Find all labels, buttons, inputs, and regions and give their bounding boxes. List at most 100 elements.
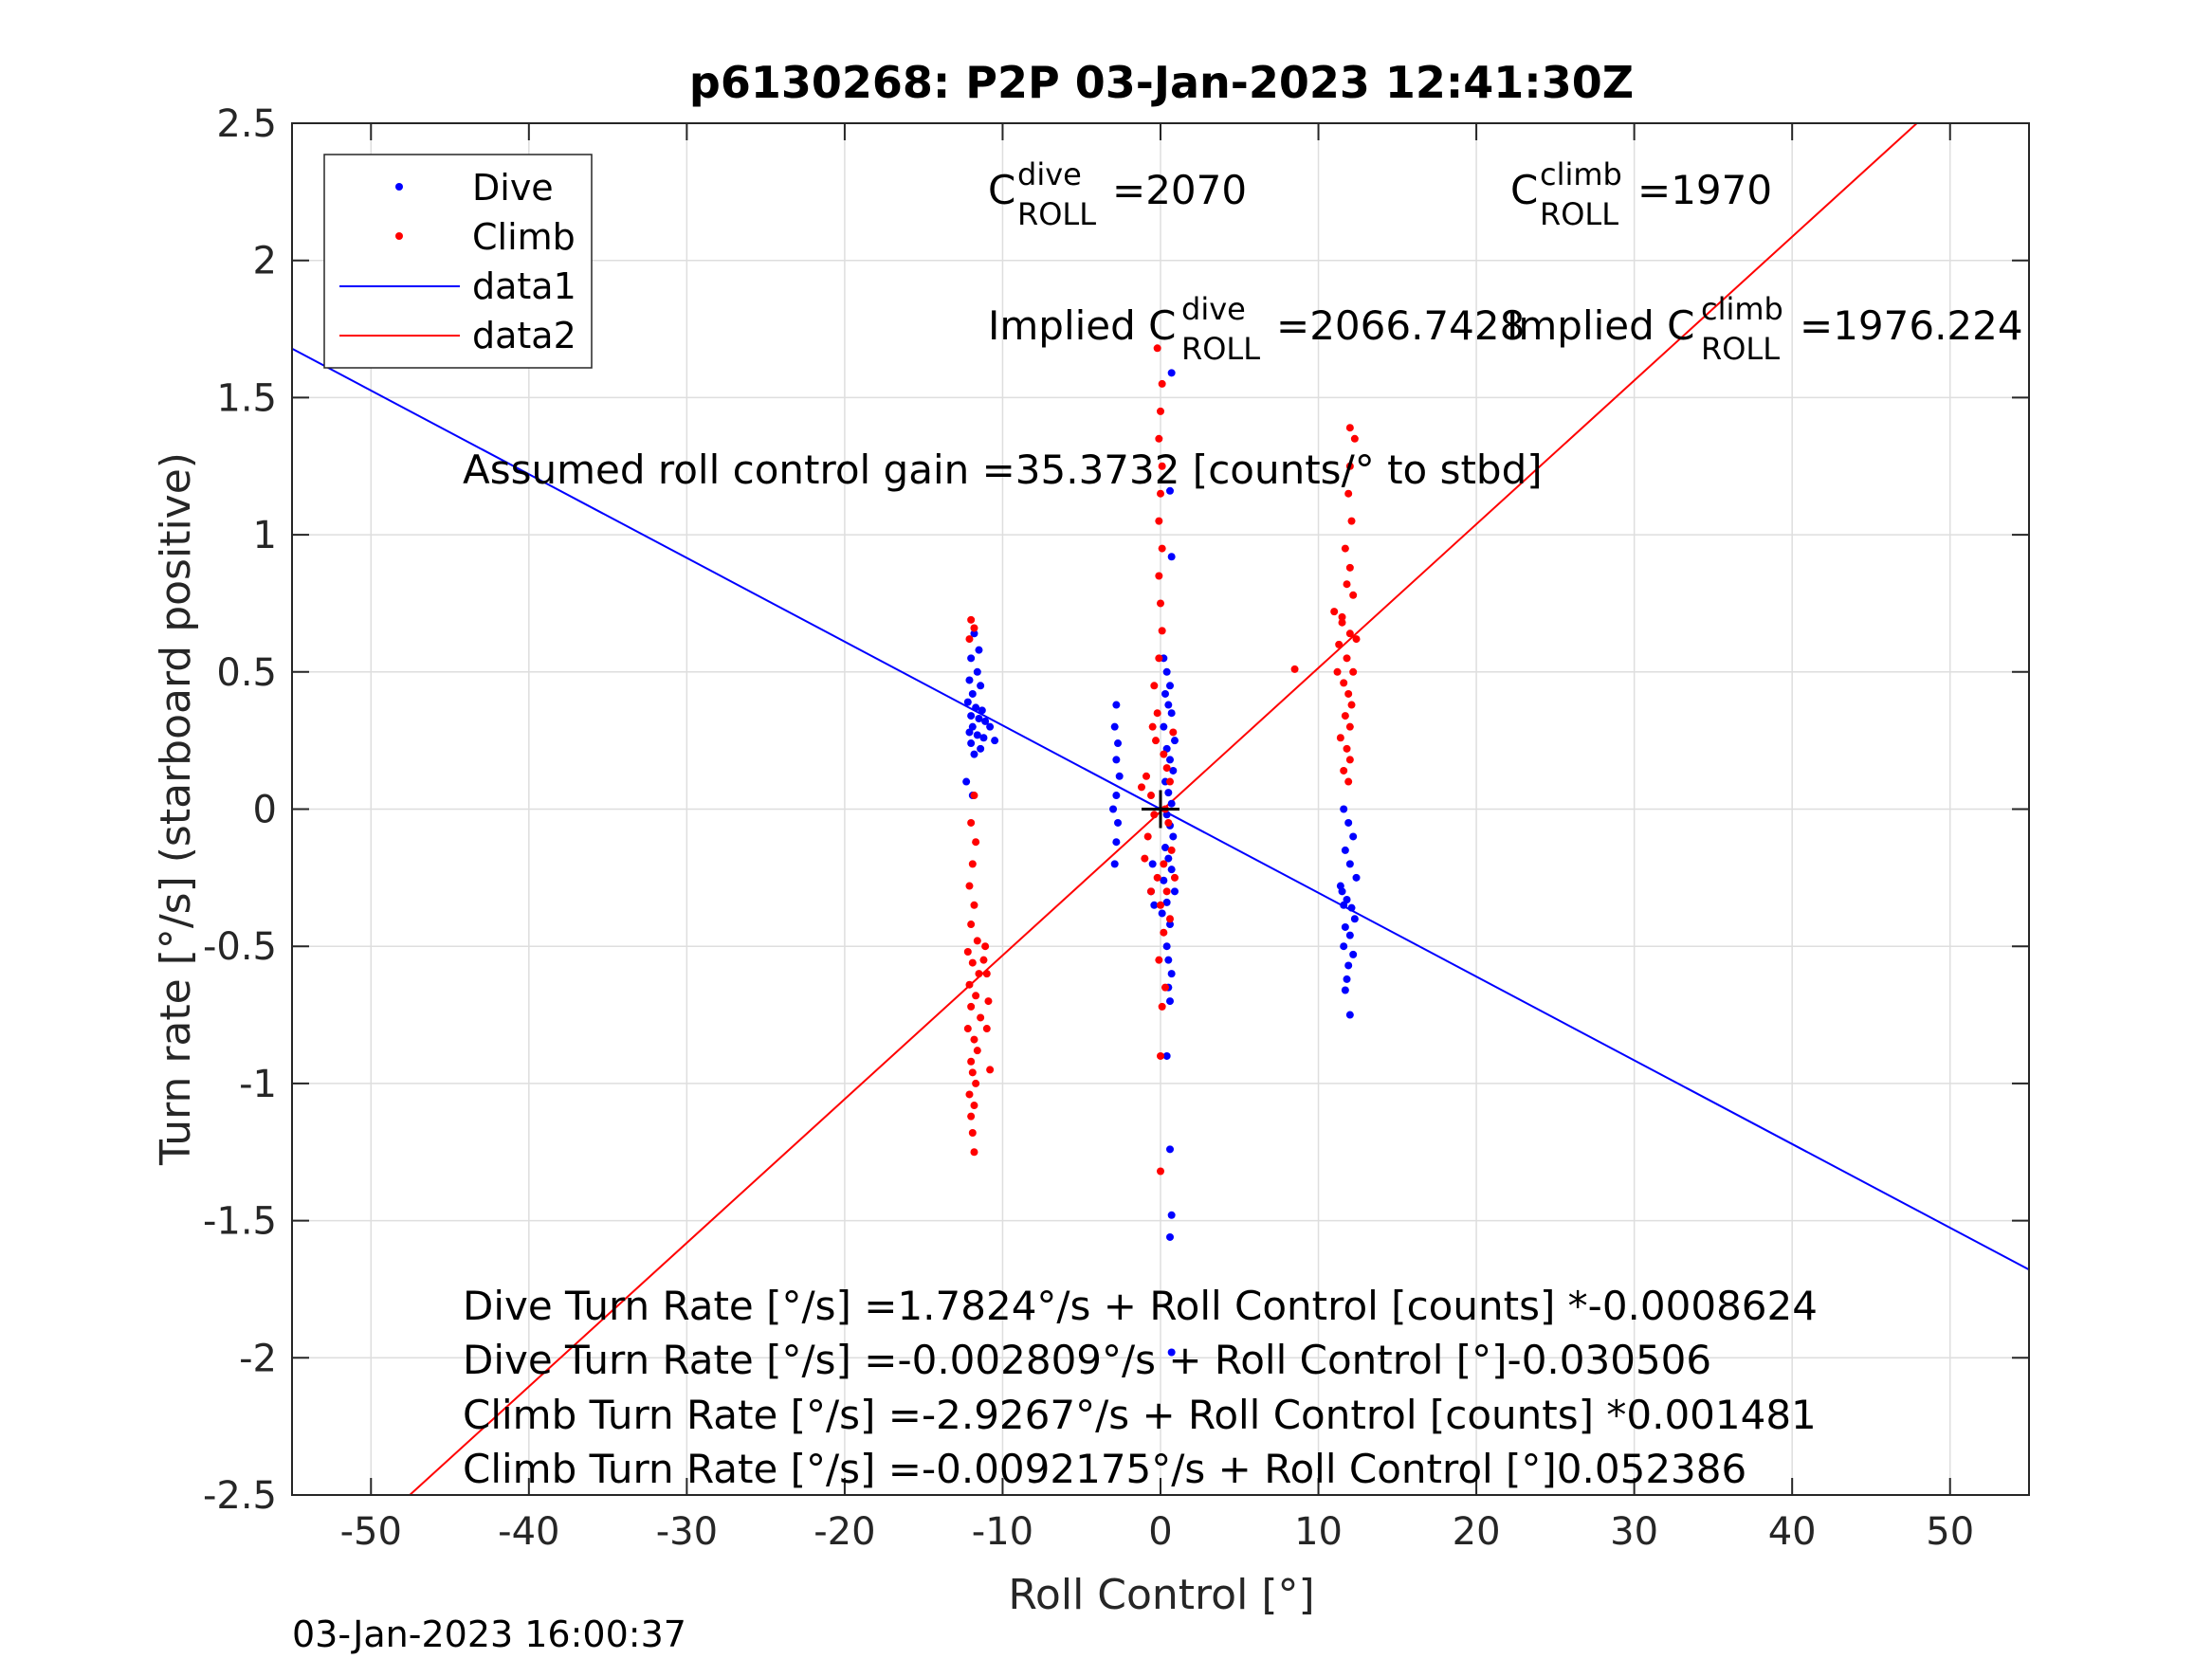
- dive-point: [975, 714, 983, 722]
- dive-point: [1162, 942, 1171, 951]
- climb-point: [1341, 712, 1349, 720]
- climb-point: [970, 792, 978, 800]
- dive-point: [970, 629, 978, 638]
- climb-point: [1345, 424, 1354, 432]
- climb-point: [1343, 580, 1351, 589]
- climb-point: [1158, 379, 1166, 388]
- dive-point: [1165, 921, 1174, 929]
- climb-point: [1147, 792, 1156, 800]
- climb-point: [1158, 462, 1166, 470]
- climb-point: [1345, 563, 1354, 572]
- dive-point: [1344, 818, 1353, 827]
- series-dive: [962, 369, 1361, 1357]
- dive-point: [1349, 832, 1358, 841]
- roll-gain-annotation: Assumed roll control gain =35.3732 [coun…: [463, 447, 1543, 493]
- c-climb-sup: climb: [1540, 156, 1622, 192]
- y-tick-label: 2: [253, 240, 277, 283]
- dive-point: [1167, 866, 1176, 874]
- dive-point: [1112, 701, 1121, 709]
- dive-point: [970, 750, 978, 758]
- legend-label-dive: Dive: [472, 167, 554, 209]
- climb-point: [1155, 956, 1163, 964]
- climb-point: [1347, 701, 1356, 709]
- climb-point: [1336, 734, 1344, 742]
- dive-point: [1167, 1348, 1176, 1357]
- y-tick-label: 1: [253, 514, 277, 557]
- dive-point: [1160, 722, 1168, 731]
- implied-climb-value: =1976.224: [1800, 302, 2023, 349]
- climb-point: [965, 980, 974, 989]
- implied-dive-value: =2066.7428: [1276, 302, 1525, 349]
- dive-point: [1341, 986, 1349, 994]
- dive-point: [1340, 901, 1348, 909]
- climb-point: [1165, 915, 1174, 923]
- dive-point: [1344, 961, 1353, 970]
- dive-point: [1161, 689, 1169, 698]
- climb-point: [984, 997, 993, 1006]
- x-tick-label: 50: [1926, 1510, 1974, 1554]
- climb-point: [1155, 572, 1163, 580]
- climb-point: [1161, 983, 1169, 992]
- dive-point: [1167, 799, 1176, 808]
- climb-point: [1341, 544, 1349, 553]
- dive-point: [977, 744, 985, 753]
- dive-point: [1165, 486, 1174, 495]
- climb-point: [977, 1013, 985, 1022]
- climb-point: [1157, 1051, 1164, 1060]
- dive-point: [973, 731, 981, 739]
- dive-point: [1167, 1211, 1176, 1219]
- dive-point: [1167, 553, 1176, 561]
- climb-point: [963, 947, 972, 956]
- climb-point: [1143, 832, 1152, 841]
- x-axis-title: Roll Control [°]: [1008, 1571, 1314, 1619]
- legend-label-data1: data1: [472, 265, 576, 307]
- dive-point: [1162, 1051, 1171, 1060]
- dive-point: [1162, 744, 1171, 753]
- climb-point: [1330, 608, 1339, 616]
- x-tick-label: 20: [1453, 1510, 1501, 1554]
- climb-point: [968, 1068, 977, 1077]
- dive-point: [1110, 860, 1119, 868]
- dive-point: [1336, 882, 1344, 890]
- climb-point: [963, 1025, 972, 1033]
- dive-point: [973, 667, 981, 676]
- c-dive-value: =2070: [1112, 167, 1247, 213]
- climb-point: [1349, 591, 1358, 599]
- climb-point: [1165, 777, 1174, 786]
- climb-point: [982, 970, 991, 978]
- climb-point: [1143, 772, 1151, 780]
- x-tick-label: 10: [1294, 1510, 1343, 1554]
- climb-point: [1345, 756, 1354, 764]
- dive-point: [1347, 903, 1356, 912]
- dive-point: [1345, 931, 1354, 939]
- dive-point: [965, 676, 974, 684]
- climb-point: [986, 1066, 995, 1074]
- climb-point: [1160, 928, 1168, 937]
- dive-point: [978, 706, 986, 715]
- dive-point: [1115, 772, 1124, 780]
- climb-point: [970, 624, 978, 632]
- climb-equation-counts: Climb Turn Rate [°/s] =-2.9267°/s + Roll…: [463, 1392, 1817, 1438]
- climb-point: [967, 818, 976, 827]
- implied-c-roll-dive-annotation: Implied C dive ROLL =2066.7428: [988, 291, 1525, 367]
- x-tick-label: 40: [1768, 1510, 1817, 1554]
- dive-point: [1350, 915, 1359, 923]
- climb-point: [1162, 764, 1171, 773]
- dive-point: [1150, 901, 1159, 909]
- implied-c-roll-climb-annotation: Implied C climb ROLL =1976.224: [1507, 291, 2023, 367]
- y-tick-label: -2: [239, 1337, 277, 1380]
- dive-point: [1345, 1011, 1354, 1019]
- c-roll-climb-annotation: C climb ROLL =1970: [1510, 156, 1772, 232]
- climb-point: [1158, 544, 1166, 553]
- climb-point: [1345, 722, 1354, 731]
- climb-point: [1344, 489, 1353, 498]
- c-dive-base: C: [988, 167, 1015, 213]
- climb-point: [975, 970, 983, 978]
- dive-point: [1114, 739, 1123, 748]
- climb-point: [1162, 887, 1171, 896]
- dive-point: [1341, 846, 1349, 854]
- x-tick-label: -10: [972, 1510, 1033, 1554]
- climb-point: [973, 1047, 981, 1055]
- climb-point: [1290, 665, 1299, 673]
- climb-point: [970, 1148, 978, 1157]
